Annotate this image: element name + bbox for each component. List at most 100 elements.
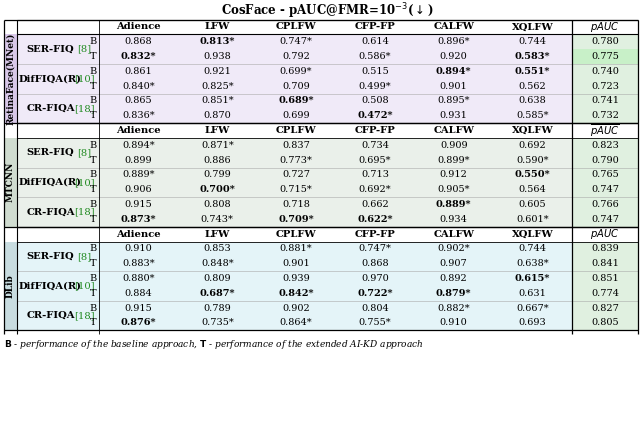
Text: 0.586*: 0.586* xyxy=(358,52,391,61)
Text: XQLFW: XQLFW xyxy=(512,22,554,31)
Text: 0.744: 0.744 xyxy=(518,244,547,253)
Text: 0.667*: 0.667* xyxy=(516,304,549,313)
Text: CosFace - pAUC@FMR=10$^{-3}$($\downarrow$): CosFace - pAUC@FMR=10$^{-3}$($\downarrow… xyxy=(221,1,434,21)
Text: [18]: [18] xyxy=(74,207,95,216)
Text: LFW: LFW xyxy=(205,230,230,239)
Text: 0.881*: 0.881* xyxy=(280,244,312,253)
Text: 0.861: 0.861 xyxy=(125,67,152,76)
Text: 0.879*: 0.879* xyxy=(436,289,472,298)
Text: 0.605: 0.605 xyxy=(519,200,547,209)
Text: 0.766: 0.766 xyxy=(591,200,619,209)
Text: 0.614: 0.614 xyxy=(361,37,389,46)
Text: 0.709*: 0.709* xyxy=(278,215,314,224)
Text: 0.692*: 0.692* xyxy=(358,185,391,194)
Text: 0.662: 0.662 xyxy=(361,200,388,209)
FancyBboxPatch shape xyxy=(4,138,17,227)
FancyBboxPatch shape xyxy=(572,241,638,330)
Text: 0.809: 0.809 xyxy=(204,274,231,283)
Text: 0.938: 0.938 xyxy=(204,52,231,61)
FancyBboxPatch shape xyxy=(17,227,638,241)
Text: 0.747: 0.747 xyxy=(591,185,619,194)
Text: 0.813*: 0.813* xyxy=(200,37,235,46)
Text: 0.564: 0.564 xyxy=(518,185,547,194)
Text: 0.910: 0.910 xyxy=(440,318,468,327)
Text: 0.692: 0.692 xyxy=(518,141,547,150)
Text: 0.884: 0.884 xyxy=(125,289,152,298)
Text: 0.931: 0.931 xyxy=(440,111,468,120)
Text: [18]: [18] xyxy=(74,104,95,113)
FancyBboxPatch shape xyxy=(4,241,17,330)
Text: 0.799: 0.799 xyxy=(204,170,231,179)
Text: XQLFW: XQLFW xyxy=(512,126,554,135)
Text: $\mathbf{B}$ - performance of the baseline approach, $\mathbf{T}$ - performance : $\mathbf{B}$ - performance of the baseli… xyxy=(4,338,424,351)
Text: Adience: Adience xyxy=(116,230,161,239)
Text: 0.583*: 0.583* xyxy=(515,52,550,61)
Text: 0.709: 0.709 xyxy=(282,82,310,91)
Text: 0.882*: 0.882* xyxy=(437,304,470,313)
Text: B: B xyxy=(90,67,97,76)
Text: 0.827: 0.827 xyxy=(591,304,619,313)
Text: CR-FIQA: CR-FIQA xyxy=(26,207,75,216)
FancyBboxPatch shape xyxy=(572,34,638,123)
Text: SER-FIQ: SER-FIQ xyxy=(27,45,74,54)
Text: 0.915: 0.915 xyxy=(125,200,152,209)
Text: 0.870: 0.870 xyxy=(204,111,231,120)
Text: T: T xyxy=(90,259,97,268)
FancyBboxPatch shape xyxy=(17,123,638,138)
Text: 0.699: 0.699 xyxy=(282,111,310,120)
Text: 0.735*: 0.735* xyxy=(201,318,234,327)
Text: 0.743*: 0.743* xyxy=(201,215,234,224)
Text: T: T xyxy=(90,318,97,327)
Text: 0.734: 0.734 xyxy=(361,141,389,150)
Text: 0.851*: 0.851* xyxy=(201,96,234,105)
Text: T: T xyxy=(90,185,97,194)
Text: 0.909: 0.909 xyxy=(440,141,468,150)
Text: 0.723: 0.723 xyxy=(591,82,619,91)
Text: 0.804: 0.804 xyxy=(361,304,388,313)
Text: CFP-FP: CFP-FP xyxy=(355,126,396,135)
Text: 0.805: 0.805 xyxy=(591,318,619,327)
Text: 0.905*: 0.905* xyxy=(438,185,470,194)
Text: 0.472*: 0.472* xyxy=(357,111,393,120)
Text: 0.585*: 0.585* xyxy=(516,111,549,120)
Text: 0.894*: 0.894* xyxy=(436,67,472,76)
Text: T: T xyxy=(90,52,97,61)
FancyBboxPatch shape xyxy=(17,34,572,123)
Text: 0.910: 0.910 xyxy=(125,244,152,253)
Text: 0.747: 0.747 xyxy=(591,215,619,224)
Text: T: T xyxy=(90,156,97,165)
Text: 0.765: 0.765 xyxy=(591,170,619,179)
Text: 0.744: 0.744 xyxy=(518,37,547,46)
Text: 0.902*: 0.902* xyxy=(437,244,470,253)
Text: 0.638: 0.638 xyxy=(518,96,547,105)
Text: 0.792: 0.792 xyxy=(282,52,310,61)
Text: 0.773*: 0.773* xyxy=(280,156,312,165)
FancyBboxPatch shape xyxy=(17,138,572,227)
Text: SER-FIQ: SER-FIQ xyxy=(27,252,74,261)
Text: [8]: [8] xyxy=(77,45,92,54)
Text: T: T xyxy=(90,215,97,224)
Text: 0.727: 0.727 xyxy=(282,170,310,179)
Text: 0.823: 0.823 xyxy=(591,141,619,150)
Text: 0.832*: 0.832* xyxy=(121,52,156,61)
Text: 0.939: 0.939 xyxy=(282,274,310,283)
Text: 0.790: 0.790 xyxy=(591,156,619,165)
Text: 0.687*: 0.687* xyxy=(200,289,235,298)
Text: 0.615*: 0.615* xyxy=(515,274,550,283)
Text: Adience: Adience xyxy=(116,126,161,135)
FancyBboxPatch shape xyxy=(17,241,572,330)
Text: CFP-FP: CFP-FP xyxy=(355,230,396,239)
Text: 0.889*: 0.889* xyxy=(122,170,155,179)
Text: 0.695*: 0.695* xyxy=(358,156,391,165)
Text: 0.880*: 0.880* xyxy=(122,274,155,283)
Text: CR-FIQA: CR-FIQA xyxy=(26,311,75,320)
Text: $\overline{pAUC}$: $\overline{pAUC}$ xyxy=(590,19,620,35)
Text: 0.868: 0.868 xyxy=(125,37,152,46)
Text: 0.873*: 0.873* xyxy=(121,215,156,224)
Text: 0.715*: 0.715* xyxy=(280,185,312,194)
Text: B: B xyxy=(90,96,97,105)
Text: 0.515: 0.515 xyxy=(361,67,388,76)
Text: B: B xyxy=(90,141,97,150)
Text: CPLFW: CPLFW xyxy=(276,230,316,239)
Text: T: T xyxy=(90,82,97,91)
